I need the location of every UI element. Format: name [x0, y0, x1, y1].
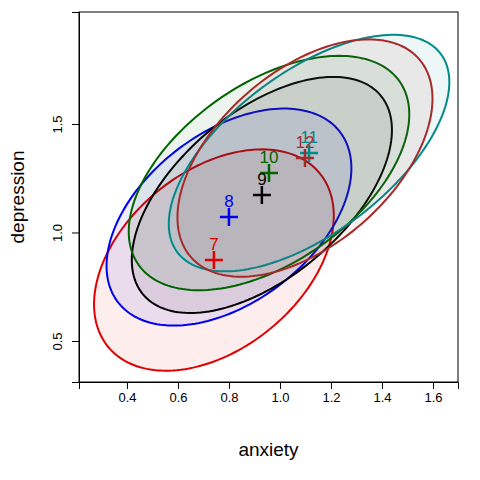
x-tick: 1.2 [322, 382, 340, 405]
y-axis: 0.5 1.0 1.5 [50, 13, 80, 383]
x-tick-label: 1.6 [424, 390, 442, 405]
y-tick: 1.5 [50, 115, 79, 133]
y-axis-title: depression [7, 151, 28, 244]
x-tick-label: 0.4 [118, 390, 136, 405]
y-tick-mark [72, 232, 79, 233]
y-tick: 1.0 [50, 224, 79, 242]
y-tick-label: 1.0 [50, 224, 65, 242]
x-tick: 1.4 [373, 382, 391, 405]
x-axis: 0.4 0.6 0.8 1.2 1.4 1.6 1.0 [80, 382, 459, 405]
y-axis-line [72, 13, 80, 383]
plot-area [94, 35, 449, 371]
x-tick-label: 1.2 [322, 390, 340, 405]
ellipse-label: 8 [224, 192, 233, 211]
x-tick: 1.0 [271, 382, 289, 405]
x-tick-mark [331, 382, 332, 389]
x-tick: 0.4 [118, 382, 136, 405]
x-tick: 1.6 [424, 382, 442, 405]
x-tick-mark [280, 382, 281, 389]
x-axis-line [80, 383, 459, 390]
x-tick-mark [433, 382, 434, 389]
x-tick-mark [178, 382, 179, 389]
x-tick-mark [382, 382, 383, 389]
ellipse-label: 10 [260, 148, 279, 167]
x-tick-label: 0.6 [169, 390, 187, 405]
y-tick-mark [72, 341, 79, 342]
y-tick-label: 0.5 [50, 332, 65, 350]
plot-frame [79, 12, 458, 382]
y-tick-label: 1.5 [50, 115, 65, 133]
x-tick-mark [127, 382, 128, 389]
x-tick: 0.8 [220, 382, 238, 405]
x-tick-label: 1.0 [271, 390, 289, 405]
x-tick-mark [229, 382, 230, 389]
ellipse-label: 9 [257, 170, 266, 189]
ellipse-label: 7 [209, 235, 218, 254]
chart: 7891011120.40.60.81.21.41.61.00.51.01.5a… [0, 0, 480, 480]
x-tick: 0.6 [169, 382, 187, 405]
ellipse-label: 12 [296, 133, 315, 152]
y-tick: 0.5 [50, 332, 79, 350]
x-axis-title: anxiety [238, 439, 299, 460]
ellipse [177, 39, 432, 276]
labels: 789101112 [209, 128, 318, 254]
x-tick-label: 0.8 [220, 390, 238, 405]
y-tick-mark [72, 124, 79, 125]
x-tick-label: 1.4 [373, 390, 391, 405]
